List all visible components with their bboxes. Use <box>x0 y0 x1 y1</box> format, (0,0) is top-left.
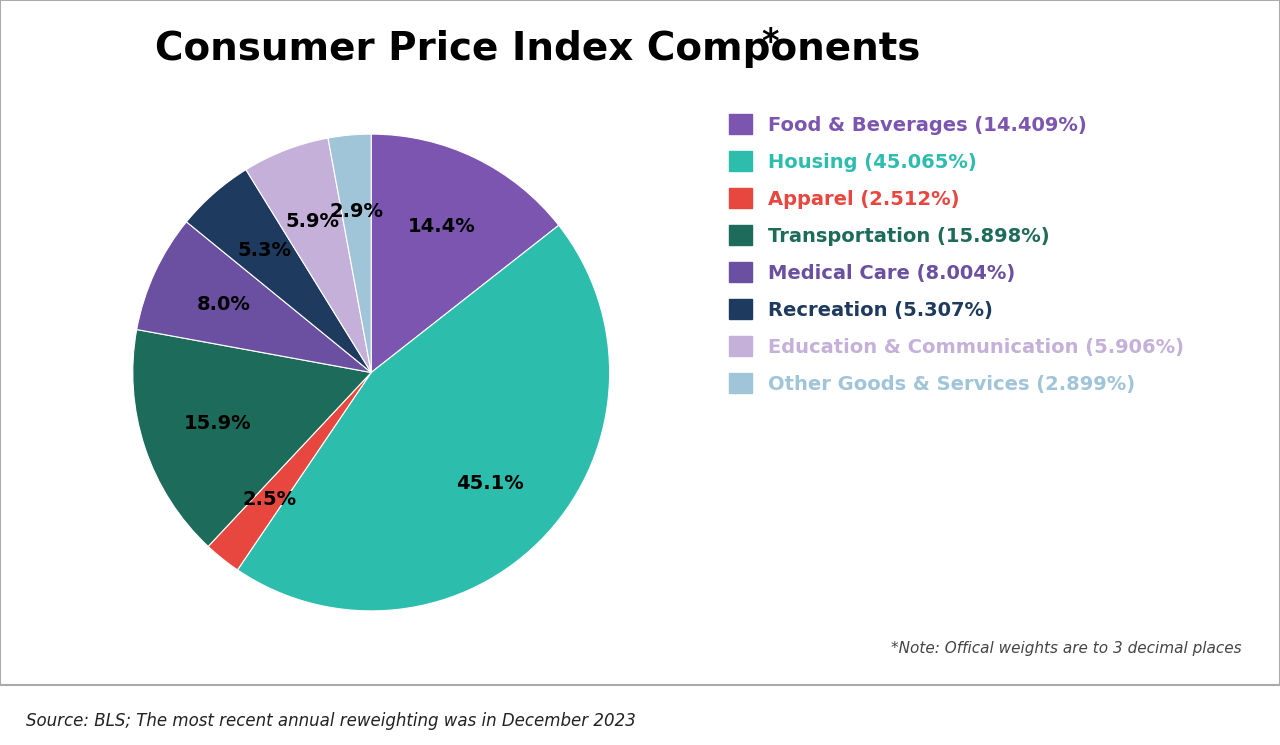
Text: *Note: Offical weights are to 3 decimal places: *Note: Offical weights are to 3 decimal … <box>891 641 1242 656</box>
Text: Consumer Price Index Components: Consumer Price Index Components <box>155 30 920 68</box>
Wedge shape <box>187 170 371 372</box>
Wedge shape <box>137 222 371 372</box>
Text: 14.4%: 14.4% <box>408 218 476 236</box>
Text: 5.3%: 5.3% <box>237 241 292 260</box>
Text: 5.9%: 5.9% <box>285 212 340 231</box>
Text: *: * <box>762 26 780 59</box>
Text: 8.0%: 8.0% <box>197 295 251 314</box>
Text: 2.5%: 2.5% <box>243 489 297 509</box>
Legend: Food & Beverages (14.409%), Housing (45.065%), Apparel (2.512%), Transportation : Food & Beverages (14.409%), Housing (45.… <box>730 114 1184 394</box>
Wedge shape <box>371 134 559 372</box>
Text: 45.1%: 45.1% <box>456 474 524 492</box>
Wedge shape <box>209 372 371 570</box>
Wedge shape <box>246 138 371 372</box>
Wedge shape <box>133 329 371 546</box>
Wedge shape <box>328 134 371 372</box>
Text: Source: BLS; The most recent annual reweighting was in December 2023: Source: BLS; The most recent annual rewe… <box>26 712 635 730</box>
Wedge shape <box>238 225 609 611</box>
Text: 2.9%: 2.9% <box>329 202 384 221</box>
Text: 15.9%: 15.9% <box>183 413 251 433</box>
